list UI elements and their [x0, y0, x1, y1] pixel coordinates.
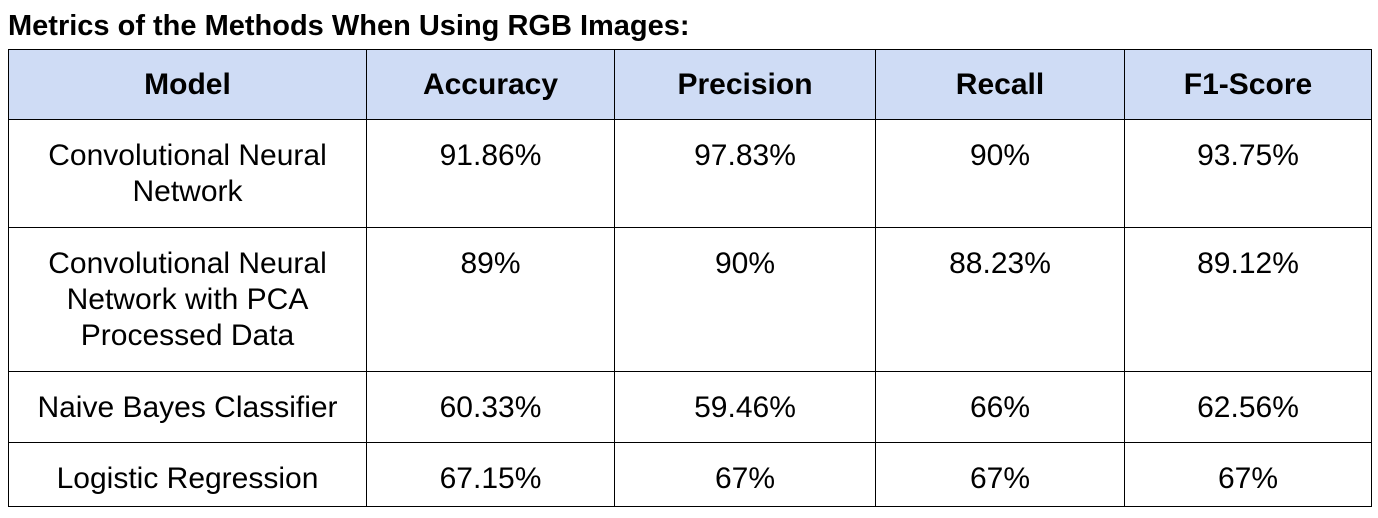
cell-precision: 59.46% [614, 371, 876, 443]
table-row: Naive Bayes Classifier 60.33% 59.46% 66%… [8, 371, 1372, 443]
metrics-table: Model Accuracy Precision Recall F1-Score… [8, 49, 1372, 507]
cell-recall: 88.23% [875, 227, 1125, 372]
cell-model: Logistic Regression [8, 442, 367, 507]
cell-precision: 67% [614, 442, 876, 507]
cell-recall: 66% [875, 371, 1125, 443]
header-accuracy: Accuracy [366, 49, 615, 120]
header-recall: Recall [875, 49, 1125, 120]
header-row: Model Accuracy Precision Recall F1-Score [8, 49, 1372, 120]
cell-recall: 67% [875, 442, 1125, 507]
cell-precision: 97.83% [614, 119, 876, 228]
cell-f1-score: 93.75% [1124, 119, 1372, 228]
cell-f1-score: 89.12% [1124, 227, 1372, 372]
header-precision: Precision [614, 49, 876, 120]
cell-accuracy: 60.33% [366, 371, 615, 443]
header-f1-score: F1-Score [1124, 49, 1372, 120]
table-row: Convolutional Neural Network with PCA Pr… [8, 227, 1372, 372]
cell-accuracy: 91.86% [366, 119, 615, 228]
table-row: Logistic Regression 67.15% 67% 67% 67% [8, 442, 1372, 507]
cell-model: Convolutional Neural Network with PCA Pr… [8, 227, 367, 372]
cell-f1-score: 62.56% [1124, 371, 1372, 443]
cell-accuracy: 89% [366, 227, 615, 372]
table-row: Convolutional Neural Network 91.86% 97.8… [8, 119, 1372, 228]
cell-model: Convolutional Neural Network [8, 119, 367, 228]
table-title: Metrics of the Methods When Using RGB Im… [8, 10, 690, 42]
cell-f1-score: 67% [1124, 442, 1372, 507]
header-model: Model [8, 49, 367, 120]
cell-model: Naive Bayes Classifier [8, 371, 367, 443]
cell-recall: 90% [875, 119, 1125, 228]
cell-precision: 90% [614, 227, 876, 372]
cell-accuracy: 67.15% [366, 442, 615, 507]
